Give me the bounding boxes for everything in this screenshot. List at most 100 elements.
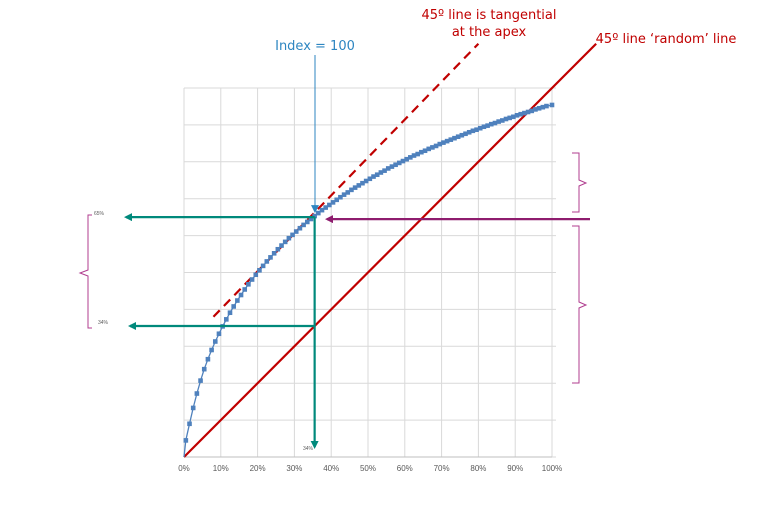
data-point bbox=[448, 137, 454, 142]
data-point bbox=[216, 331, 222, 337]
data-point bbox=[444, 138, 450, 144]
data-point bbox=[393, 162, 398, 168]
x-tick-label: 10% bbox=[213, 464, 229, 473]
data-point bbox=[352, 185, 358, 190]
data-point bbox=[441, 140, 446, 145]
data-point bbox=[522, 110, 527, 116]
data-point bbox=[466, 129, 472, 135]
data-point bbox=[511, 114, 516, 120]
data-point bbox=[194, 391, 200, 396]
data-point bbox=[396, 160, 402, 166]
x-marker-label: 34% bbox=[303, 446, 314, 452]
random-diagonal-line bbox=[183, 42, 597, 458]
data-point bbox=[286, 235, 292, 241]
data-point bbox=[183, 438, 189, 443]
tangent-line bbox=[212, 42, 480, 318]
data-point bbox=[275, 246, 281, 252]
data-point bbox=[518, 111, 524, 117]
data-point bbox=[349, 187, 354, 193]
data-point bbox=[224, 317, 229, 322]
data-point bbox=[201, 366, 207, 372]
y-marker-lower-label: 34% bbox=[98, 320, 109, 326]
data-point bbox=[345, 190, 351, 195]
data-point bbox=[426, 146, 432, 152]
x-tick-label: 40% bbox=[323, 464, 339, 473]
guide-arrows bbox=[124, 55, 590, 449]
data-point bbox=[312, 213, 317, 219]
data-point bbox=[209, 347, 214, 353]
data-point bbox=[433, 143, 439, 149]
left-brace bbox=[78, 214, 92, 329]
data-point bbox=[415, 151, 420, 157]
data-point bbox=[235, 298, 240, 303]
data-point bbox=[503, 116, 509, 122]
data-point bbox=[385, 166, 391, 171]
data-point bbox=[308, 216, 314, 222]
data-point bbox=[477, 125, 483, 131]
data-point bbox=[198, 378, 203, 383]
data-point bbox=[533, 107, 538, 112]
data-point bbox=[327, 202, 332, 208]
data-point bbox=[459, 132, 465, 138]
x-tick-label: 100% bbox=[542, 464, 562, 473]
data-point bbox=[293, 229, 299, 234]
data-point bbox=[400, 158, 406, 164]
data-point bbox=[253, 272, 259, 278]
data-point bbox=[282, 239, 288, 245]
data-point bbox=[341, 192, 347, 197]
data-point bbox=[363, 178, 369, 184]
series-group bbox=[183, 102, 555, 458]
data-point bbox=[279, 243, 284, 248]
data-point bbox=[488, 121, 494, 127]
data-point bbox=[529, 108, 535, 114]
data-point bbox=[297, 225, 303, 231]
x-tick-label: 70% bbox=[434, 464, 450, 473]
y-marker-upper-label: 65% bbox=[94, 211, 105, 217]
x-tick-label: 30% bbox=[286, 464, 302, 473]
data-point bbox=[323, 205, 328, 210]
x-tick-label: 60% bbox=[397, 464, 413, 473]
data-point bbox=[190, 405, 196, 411]
data-point bbox=[330, 200, 336, 205]
data-point bbox=[268, 255, 273, 260]
x-tick-label: 0% bbox=[178, 464, 190, 473]
data-point bbox=[227, 310, 233, 316]
data-point bbox=[378, 170, 384, 175]
data-point bbox=[319, 207, 325, 213]
data-point bbox=[549, 102, 555, 108]
data-point bbox=[249, 277, 255, 282]
data-point bbox=[242, 287, 248, 292]
data-point bbox=[463, 131, 468, 137]
tangent-label-line2: at the apex bbox=[452, 25, 527, 40]
data-point bbox=[455, 134, 461, 140]
x-tick-label: 20% bbox=[250, 464, 266, 473]
reference-lines bbox=[183, 42, 597, 458]
data-point bbox=[374, 172, 380, 178]
data-point bbox=[290, 232, 295, 238]
data-point bbox=[540, 104, 546, 110]
data-point bbox=[205, 356, 211, 362]
data-point bbox=[367, 176, 373, 182]
data-point bbox=[360, 180, 365, 186]
data-point bbox=[422, 148, 428, 154]
data-point bbox=[389, 164, 395, 169]
data-point bbox=[408, 155, 413, 160]
x-tick-label: 80% bbox=[470, 464, 486, 473]
data-point bbox=[246, 282, 251, 287]
data-point bbox=[544, 103, 549, 109]
data-point bbox=[525, 109, 531, 115]
right-brace-upper bbox=[572, 152, 588, 213]
data-point bbox=[334, 197, 340, 203]
data-point bbox=[271, 251, 277, 256]
data-point bbox=[514, 113, 520, 118]
data-point bbox=[411, 153, 417, 158]
data-point bbox=[187, 421, 192, 427]
data-point bbox=[264, 259, 270, 264]
data-point bbox=[536, 105, 542, 111]
data-point bbox=[231, 304, 236, 309]
data-point bbox=[419, 149, 424, 155]
x-tick-label: 90% bbox=[507, 464, 523, 473]
index-label: Index = 100 bbox=[275, 39, 355, 54]
data-point bbox=[212, 339, 218, 344]
